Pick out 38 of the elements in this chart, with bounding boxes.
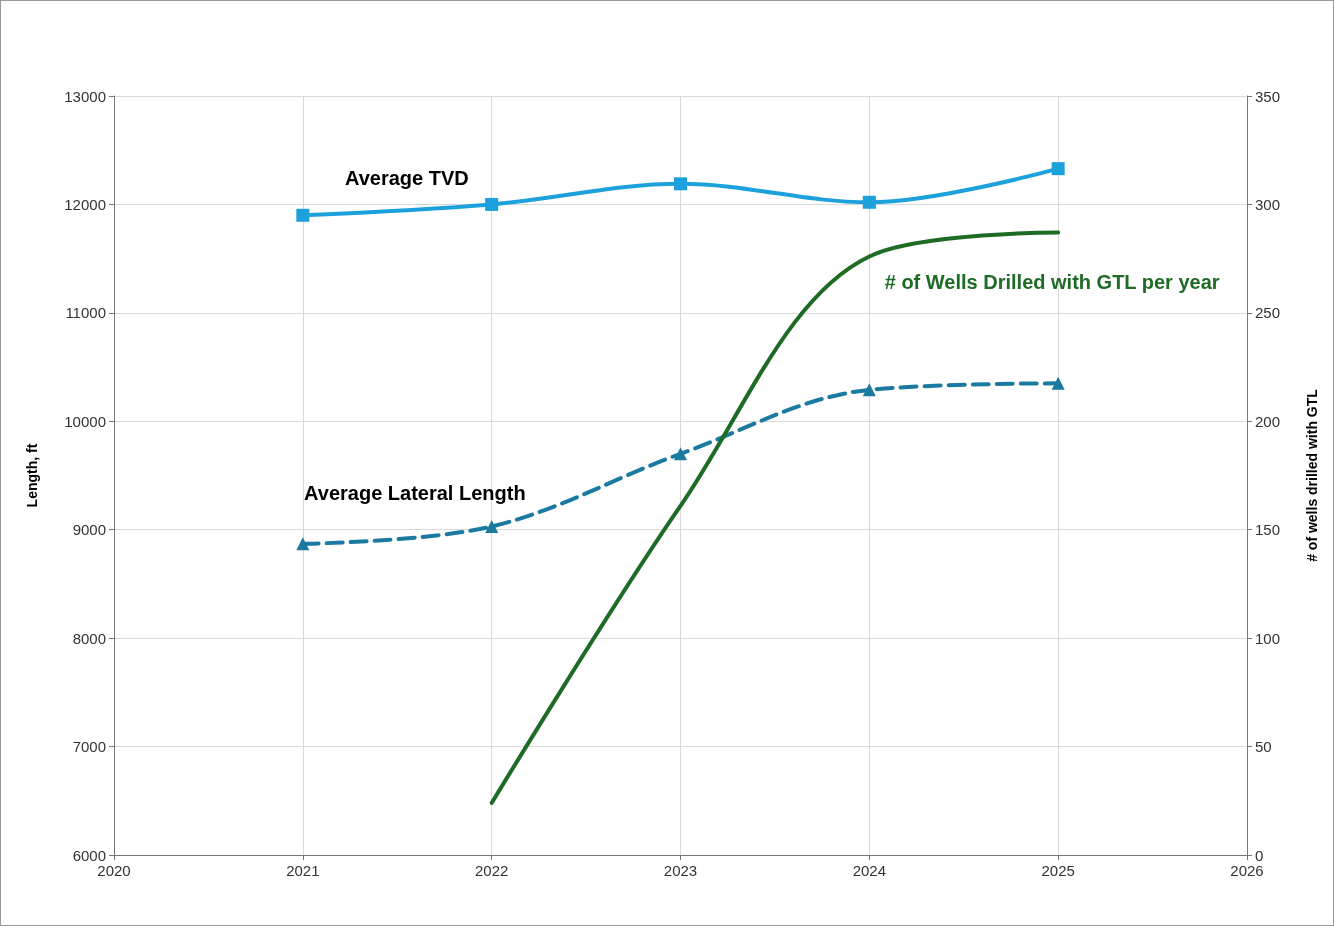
y2-tick-label: 150 [1255, 521, 1281, 539]
point [296, 208, 310, 222]
point [674, 177, 687, 191]
y-axis-title: Length, ft [24, 443, 40, 508]
point [862, 195, 876, 209]
x-tick-label: 2025 [1041, 862, 1075, 879]
y2-axis-title: # of wells drilled with GTL [1304, 388, 1320, 562]
y2-tick-label: 50 [1255, 738, 1272, 756]
x-tick-label: 2024 [852, 862, 887, 879]
y2-tick-label: 0 [1255, 846, 1264, 864]
y-tick-label: 9000 [72, 521, 106, 539]
y2-tick-label: 250 [1255, 304, 1281, 322]
y2-tick-label: 200 [1255, 412, 1281, 430]
x-tick-label: 2026 [1230, 862, 1264, 879]
x-tick-label: 2020 [97, 862, 131, 879]
y2-tick-label: 300 [1255, 195, 1281, 213]
point [862, 383, 876, 397]
point [674, 447, 687, 461]
series-label: # of Wells Drilled with GTL per year [884, 270, 1220, 293]
x-tick-label: 2021 [286, 862, 320, 879]
point [485, 197, 499, 211]
y-tick-label: 11000 [65, 304, 106, 322]
y-tick-label: 6000 [72, 846, 106, 864]
series-label: Average TVD [344, 167, 469, 190]
x-tick-label: 2023 [663, 862, 698, 879]
point [1051, 162, 1065, 176]
point [1051, 376, 1065, 390]
y2-tick-label: 100 [1255, 629, 1281, 647]
y2-tick-label: 350 [1255, 87, 1281, 105]
y-tick-label: 7000 [72, 738, 106, 756]
point [485, 519, 499, 533]
y-tick-label: 13000 [64, 87, 106, 105]
y-tick-label: 12000 [64, 195, 106, 213]
series-label: Average Lateral Length [304, 481, 526, 504]
y-tick-label: 8000 [72, 629, 106, 647]
x-tick-label: 2022 [474, 862, 509, 879]
y-tick-label: 10000 [64, 412, 106, 430]
point [296, 537, 310, 551]
